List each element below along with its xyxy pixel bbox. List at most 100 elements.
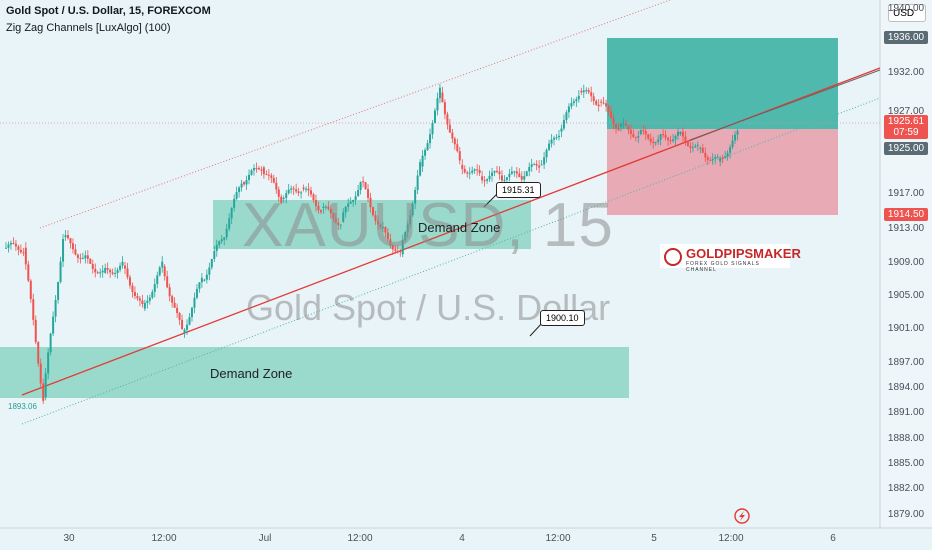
candle-body — [243, 181, 246, 185]
candle-body — [441, 92, 444, 103]
candle-body — [119, 265, 122, 270]
candle-body — [76, 254, 79, 258]
candle-body — [570, 103, 573, 107]
candle-body — [448, 124, 451, 133]
candle-body — [364, 182, 367, 190]
candle-body — [337, 222, 340, 225]
candle-body — [627, 125, 630, 130]
candle-body — [233, 198, 236, 208]
candle-body — [9, 242, 12, 245]
candle-body — [488, 175, 491, 180]
candle-body — [280, 196, 283, 203]
price-axis-label: 1901.00 — [887, 323, 925, 334]
candle-body — [548, 143, 551, 150]
callout-upper: 1915.31 — [496, 182, 541, 198]
candle-body — [540, 164, 543, 166]
candle-body — [396, 251, 399, 253]
candle-body — [538, 165, 541, 168]
brand-logo: GOLDPIPSMAKER FOREX GOLD SIGNALS CHANNEL — [660, 244, 801, 273]
candle-body — [161, 261, 164, 268]
candle-body — [734, 134, 737, 141]
candle-body — [131, 285, 134, 293]
candle-body — [471, 170, 474, 173]
candle-body — [173, 302, 176, 308]
candle-body — [414, 189, 417, 204]
candle-body — [347, 203, 350, 207]
lightning-icon[interactable] — [734, 508, 750, 524]
candle-body — [726, 152, 729, 157]
candle-body — [297, 191, 300, 193]
price-axis-label: 1927.00 — [887, 106, 925, 117]
candle-body — [369, 197, 372, 208]
price-axis-label: 1885.00 — [887, 458, 925, 469]
candle-body — [327, 206, 330, 209]
target-zone — [607, 38, 838, 129]
candle-body — [367, 189, 370, 198]
candle-body — [44, 373, 47, 398]
chart-title: Gold Spot / U.S. Dollar, 15, FOREXCOM — [6, 5, 211, 17]
candle-body — [572, 101, 575, 104]
candle-body — [354, 196, 357, 200]
candle-body — [716, 156, 719, 158]
candle-body — [287, 189, 290, 194]
candle-body — [562, 120, 565, 129]
candle-body — [99, 272, 102, 274]
candle-body — [262, 167, 265, 175]
candle-body — [545, 149, 548, 158]
lower-demand-zone — [0, 347, 629, 398]
candle-body — [694, 145, 697, 148]
candle-body — [319, 210, 322, 213]
candle-body — [679, 131, 682, 135]
candle-body — [138, 298, 141, 301]
candle-body — [69, 238, 72, 244]
candle-body — [210, 258, 213, 268]
candle-body — [126, 268, 129, 278]
candle-body — [220, 239, 223, 242]
candle-body — [595, 101, 598, 105]
candle-body — [81, 258, 84, 260]
candle-body — [525, 171, 528, 177]
current-price-value: 1925.61 — [887, 116, 925, 127]
candle-body — [560, 128, 563, 132]
candle-body — [557, 135, 560, 138]
price-axis-label: 1897.00 — [887, 357, 925, 368]
candle-body — [178, 313, 181, 320]
candle-body — [151, 291, 154, 298]
time-axis-label: 6 — [830, 533, 836, 544]
candle-body — [639, 130, 642, 135]
currency-button[interactable]: USD — [888, 4, 926, 22]
price-axis-label: 1879.00 — [887, 509, 925, 520]
price-axis-label: 1909.00 — [887, 257, 925, 268]
candle-body — [714, 157, 717, 159]
candle-body — [195, 288, 198, 298]
candle-body — [12, 242, 15, 244]
candle-body — [362, 181, 365, 183]
candle-body — [136, 296, 139, 299]
candle-body — [29, 280, 32, 300]
candle-body — [181, 319, 184, 330]
candle-body — [619, 123, 622, 127]
candle-body — [550, 139, 553, 144]
stop-zone — [607, 129, 838, 215]
candle-body — [699, 147, 702, 149]
lower-demand-zone-label: Demand Zone — [210, 366, 293, 381]
candle-body — [575, 99, 578, 102]
candle-body — [642, 130, 645, 132]
indicator-label[interactable]: Zig Zag Channels [LuxAlgo] (100) — [6, 22, 171, 34]
entry-price-tag: 1925.00 — [884, 142, 928, 155]
price-axis-label: 1913.00 — [887, 223, 925, 234]
candle-body — [607, 106, 610, 112]
candle-body — [446, 114, 449, 125]
candle-body — [240, 183, 243, 188]
price-axis-label: 1940.00 — [887, 3, 925, 14]
candle-body — [275, 182, 278, 190]
candle-body — [602, 102, 605, 104]
candle-body — [409, 215, 412, 225]
candle-body — [419, 162, 422, 176]
candle-body — [329, 208, 332, 214]
candle-body — [74, 249, 77, 255]
candle-body — [590, 92, 593, 97]
candle-body — [200, 277, 203, 283]
candle-body — [582, 90, 585, 93]
